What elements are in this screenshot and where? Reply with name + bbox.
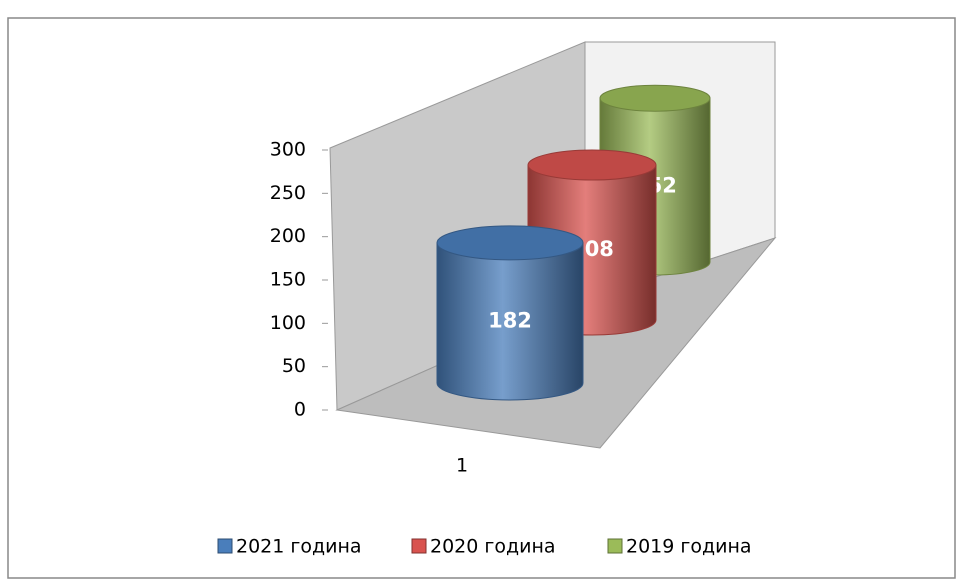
legend-label: 2020 година — [430, 536, 556, 558]
y-tick-label: 300 — [270, 139, 306, 161]
cylinder-top — [599, 84, 711, 112]
y-tick-label: 0 — [294, 399, 306, 421]
y-tick-label: 250 — [270, 182, 306, 204]
y-tick-label: 100 — [270, 312, 306, 334]
bars: 252208182 — [436, 84, 711, 401]
x-tick-label: 1 — [456, 455, 468, 477]
legend-label: 2019 година — [626, 536, 752, 558]
cylinder — [436, 242, 584, 401]
value-label: 182 — [488, 308, 532, 332]
cylinder-top — [436, 225, 584, 261]
cylinder-top — [527, 149, 657, 181]
legend-swatch — [607, 538, 623, 554]
legend-label: 2021 година — [236, 536, 362, 558]
y-tick-label: 50 — [282, 355, 306, 377]
y-tick-label: 150 — [270, 269, 306, 291]
legend-swatch — [217, 538, 233, 554]
legend-swatch — [411, 538, 427, 554]
y-tick-label: 200 — [270, 225, 306, 247]
